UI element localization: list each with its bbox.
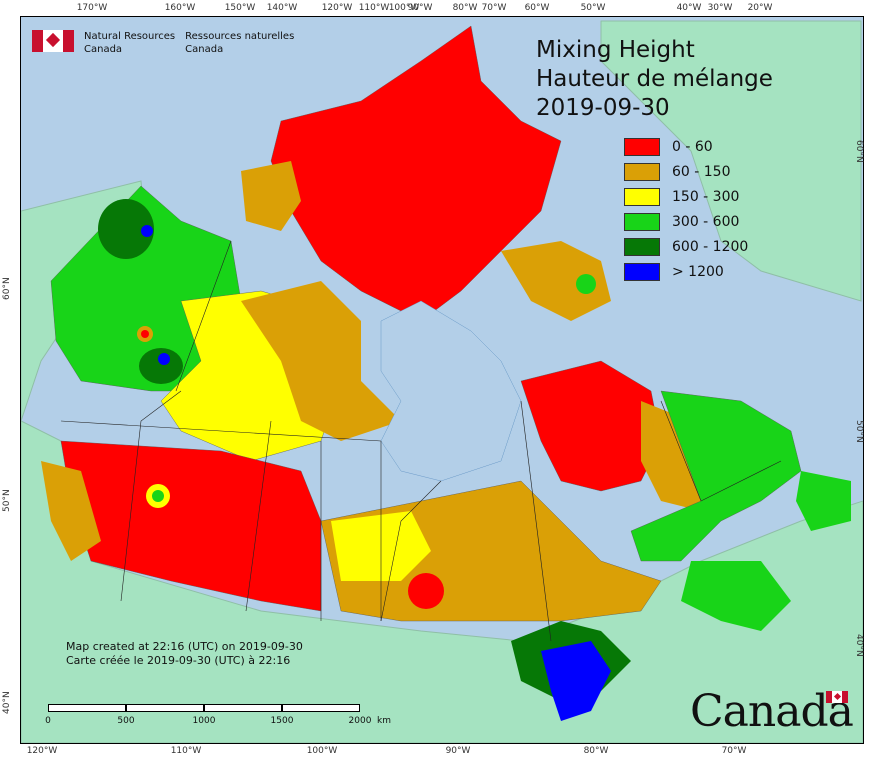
legend-swatch <box>624 237 660 256</box>
graticule-label: 60°N <box>854 140 864 163</box>
graticule-label: 20°W <box>747 3 773 13</box>
timestamp-fr: Carte créée le 2019-09-30 (UTC) à 22:16 <box>66 654 291 667</box>
scale-label: 2000 <box>348 716 372 726</box>
scale-segment <box>282 704 360 712</box>
zone-gt1200-spot-b <box>158 353 170 365</box>
zone-300-600-bc-spot <box>152 490 164 502</box>
mixing-height-map <box>21 20 863 743</box>
legend-swatch <box>624 137 660 156</box>
hudson-bay <box>380 300 522 482</box>
legend-swatch <box>624 262 660 281</box>
graticule-label: 70°W <box>481 3 507 13</box>
graticule-label: 140°W <box>266 3 298 13</box>
canada-flag-icon <box>32 30 74 52</box>
legend-label: 150 - 300 <box>672 188 740 205</box>
zone-600-1200-yukon <box>98 199 154 259</box>
legend-item: 600 - 1200 <box>624 234 748 259</box>
legend-label: 0 - 60 <box>672 138 713 155</box>
title-en: Mixing Height <box>536 37 695 63</box>
zone-0-60-ontario-spot <box>408 573 444 609</box>
legend: 0 - 60 60 - 150 150 - 300 300 - 600 600 - 12… <box>624 134 748 284</box>
legend-item: > 1200 <box>624 259 748 284</box>
timestamp-en: Map created at 22:16 (UTC) on 2019-09-30 <box>66 640 303 653</box>
zone-60-150-baffin <box>501 241 611 321</box>
legend-item: 60 - 150 <box>624 159 748 184</box>
graticule-label: 40°N <box>2 691 12 714</box>
graticule-label: 120°W <box>321 3 353 13</box>
zone-300-600-baffin-spot <box>576 274 596 294</box>
graticule-label: 110°W <box>358 3 390 13</box>
graticule-label: 120°W <box>26 746 58 756</box>
zone-0-60-quebec <box>520 360 662 492</box>
graticule-label: 110°W <box>170 746 202 756</box>
graticule-label: 60°N <box>2 277 12 300</box>
map-title-block: Mixing Height Hauteur de mélange 2019-09… <box>536 36 773 123</box>
graticule-label: 30°W <box>707 3 733 13</box>
graticule-label: 90°W <box>445 746 471 756</box>
zone-300-600-maritimes <box>681 561 791 631</box>
creation-timestamp: Map created at 22:16 (UTC) on 2019-09-30… <box>66 640 303 668</box>
zone-0-60-spot-a <box>141 330 149 338</box>
graticule-label: 170°W <box>76 3 108 13</box>
title-fr: Hauteur de mélange <box>536 66 773 92</box>
greenland-landmass <box>600 20 862 302</box>
graticule-label: 100°W <box>388 3 420 13</box>
legend-item: 150 - 300 <box>624 184 748 209</box>
wordmark-flag-icon <box>826 691 848 703</box>
nrcan-signature: Natural Resources Canada Ressources natu… <box>32 30 294 56</box>
graticule-label: 50°W <box>580 3 606 13</box>
zone-gt1200-spot-a <box>141 225 153 237</box>
legend-swatch <box>624 212 660 231</box>
graticule-label: 70°W <box>721 746 747 756</box>
legend-label: 300 - 600 <box>672 213 740 230</box>
legend-label: 60 - 150 <box>672 163 731 180</box>
graticule-label: 80°W <box>452 3 478 13</box>
graticule-label: 60°W <box>524 3 550 13</box>
scale-unit: km <box>377 716 391 726</box>
graticule-label: 150°W <box>224 3 256 13</box>
zone-300-600-newfoundland <box>796 471 851 531</box>
legend-swatch <box>624 162 660 181</box>
legend-item: 0 - 60 <box>624 134 748 159</box>
zone-300-600-east <box>630 390 802 562</box>
scale-segment <box>48 704 126 712</box>
zone-60-150-bc <box>41 461 101 561</box>
zone-0-60-arctic-islands <box>270 25 562 322</box>
scale-label: 0 <box>45 716 51 726</box>
zone-600-1200-mackenzie <box>139 348 183 384</box>
zone-60-150-banks-island <box>241 161 301 231</box>
graticule-label: 50°N <box>2 489 12 512</box>
map-frame <box>20 16 864 744</box>
graticule-label: 50°N <box>854 420 864 443</box>
graticule-label: 80°W <box>583 746 609 756</box>
scale-segment <box>204 704 282 712</box>
legend-label: 600 - 1200 <box>672 238 749 255</box>
agency-name-fr: Ressources naturelles Canada <box>185 31 295 55</box>
scale-label: 1000 <box>192 716 216 726</box>
legend-label: > 1200 <box>672 263 724 280</box>
province-borders <box>60 240 782 642</box>
scale-label: 500 <box>117 716 135 726</box>
scale-segment <box>126 704 204 712</box>
scale-label: 1500 <box>270 716 294 726</box>
legend-swatch <box>624 187 660 206</box>
graticule-label: 40°W <box>676 3 702 13</box>
graticule-label: 160°W <box>164 3 196 13</box>
zone-gt1200-great-lakes <box>541 641 611 721</box>
legend-item: 300 - 600 <box>624 209 748 234</box>
graticule-label: 90°W <box>407 3 433 13</box>
agency-name-en: Natural Resources Canada <box>84 31 176 55</box>
graticule-label: 100°W <box>306 746 338 756</box>
graticule-label: 40°N <box>854 634 864 657</box>
zone-60-150-keewatin <box>241 281 401 441</box>
title-date: 2019-09-30 <box>536 95 670 121</box>
